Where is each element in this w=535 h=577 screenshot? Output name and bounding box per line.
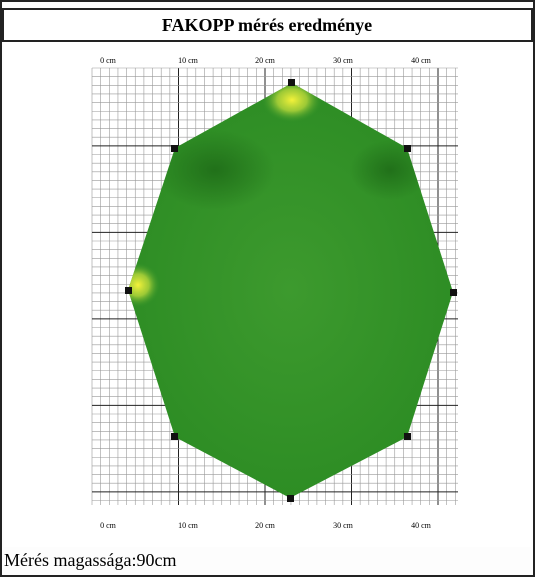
bottom-axis-label: 30 cm — [333, 521, 354, 530]
top-axis-label: 40 cm — [411, 56, 432, 65]
axis-labels: 0 cm 0 cm 10 cm 10 cm 20 cm 20 cm 30 cm 30 cm 40… — [100, 56, 432, 530]
top-axis-label: 0 cm — [100, 56, 117, 65]
title-box — [2, 8, 533, 42]
top-axis-label: 20 cm — [255, 56, 276, 65]
top-axis-label: 30 cm — [333, 56, 354, 65]
bottom-axis-label: 20 cm — [255, 521, 276, 530]
bottom-axis-label: 10 cm — [178, 521, 199, 530]
footer: Mérés magassága:90cm — [4, 550, 176, 570]
tomogram — [128, 83, 453, 498]
sensors — [125, 79, 457, 502]
top-axis-label: 10 cm — [178, 56, 199, 65]
title: FAKOPP mérés eredménye — [162, 15, 372, 35]
bottom-axis-label: 40 cm — [411, 521, 432, 530]
bottom-axis-label: 0 cm — [100, 521, 117, 530]
